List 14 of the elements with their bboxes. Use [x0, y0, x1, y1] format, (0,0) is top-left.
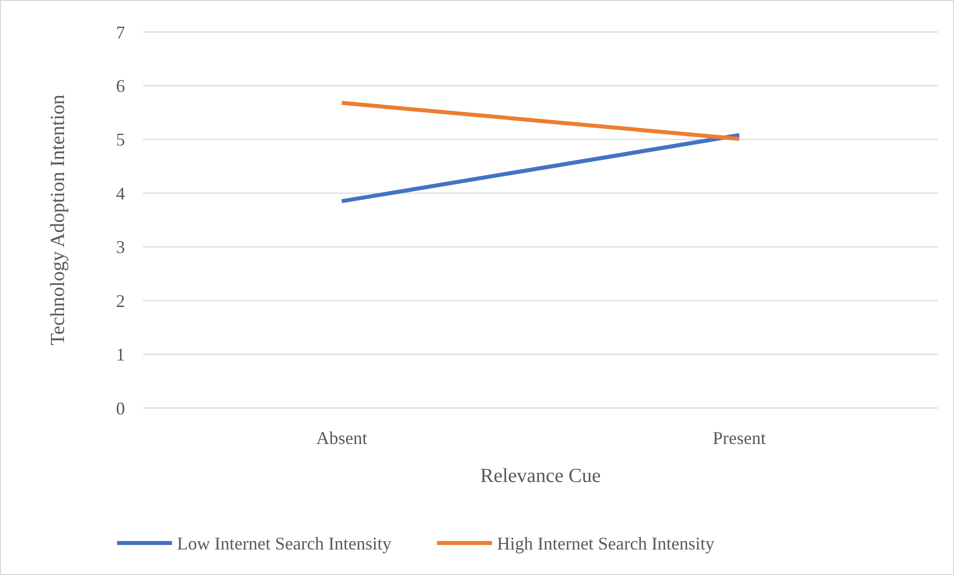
y-axis-title: Technology Adoption Intention [47, 94, 69, 346]
legend-label: Low Internet Search Intensity [177, 533, 392, 554]
y-tick-label: 6 [116, 76, 125, 96]
x-tick-label: Present [712, 428, 766, 448]
legend-label: High Internet Search Intensity [497, 533, 714, 554]
x-tick-label: Absent [316, 428, 368, 448]
x-axis-title: Relevance Cue [480, 465, 601, 487]
y-tick-label: 0 [116, 398, 125, 418]
y-tick-label: 2 [116, 290, 125, 311]
y-tick-label: 4 [116, 183, 125, 204]
y-tick-label: 3 [116, 237, 125, 258]
y-tick-label: 5 [116, 130, 125, 150]
y-tick-label: 1 [116, 344, 125, 365]
y-tick-label: 7 [116, 22, 125, 42]
